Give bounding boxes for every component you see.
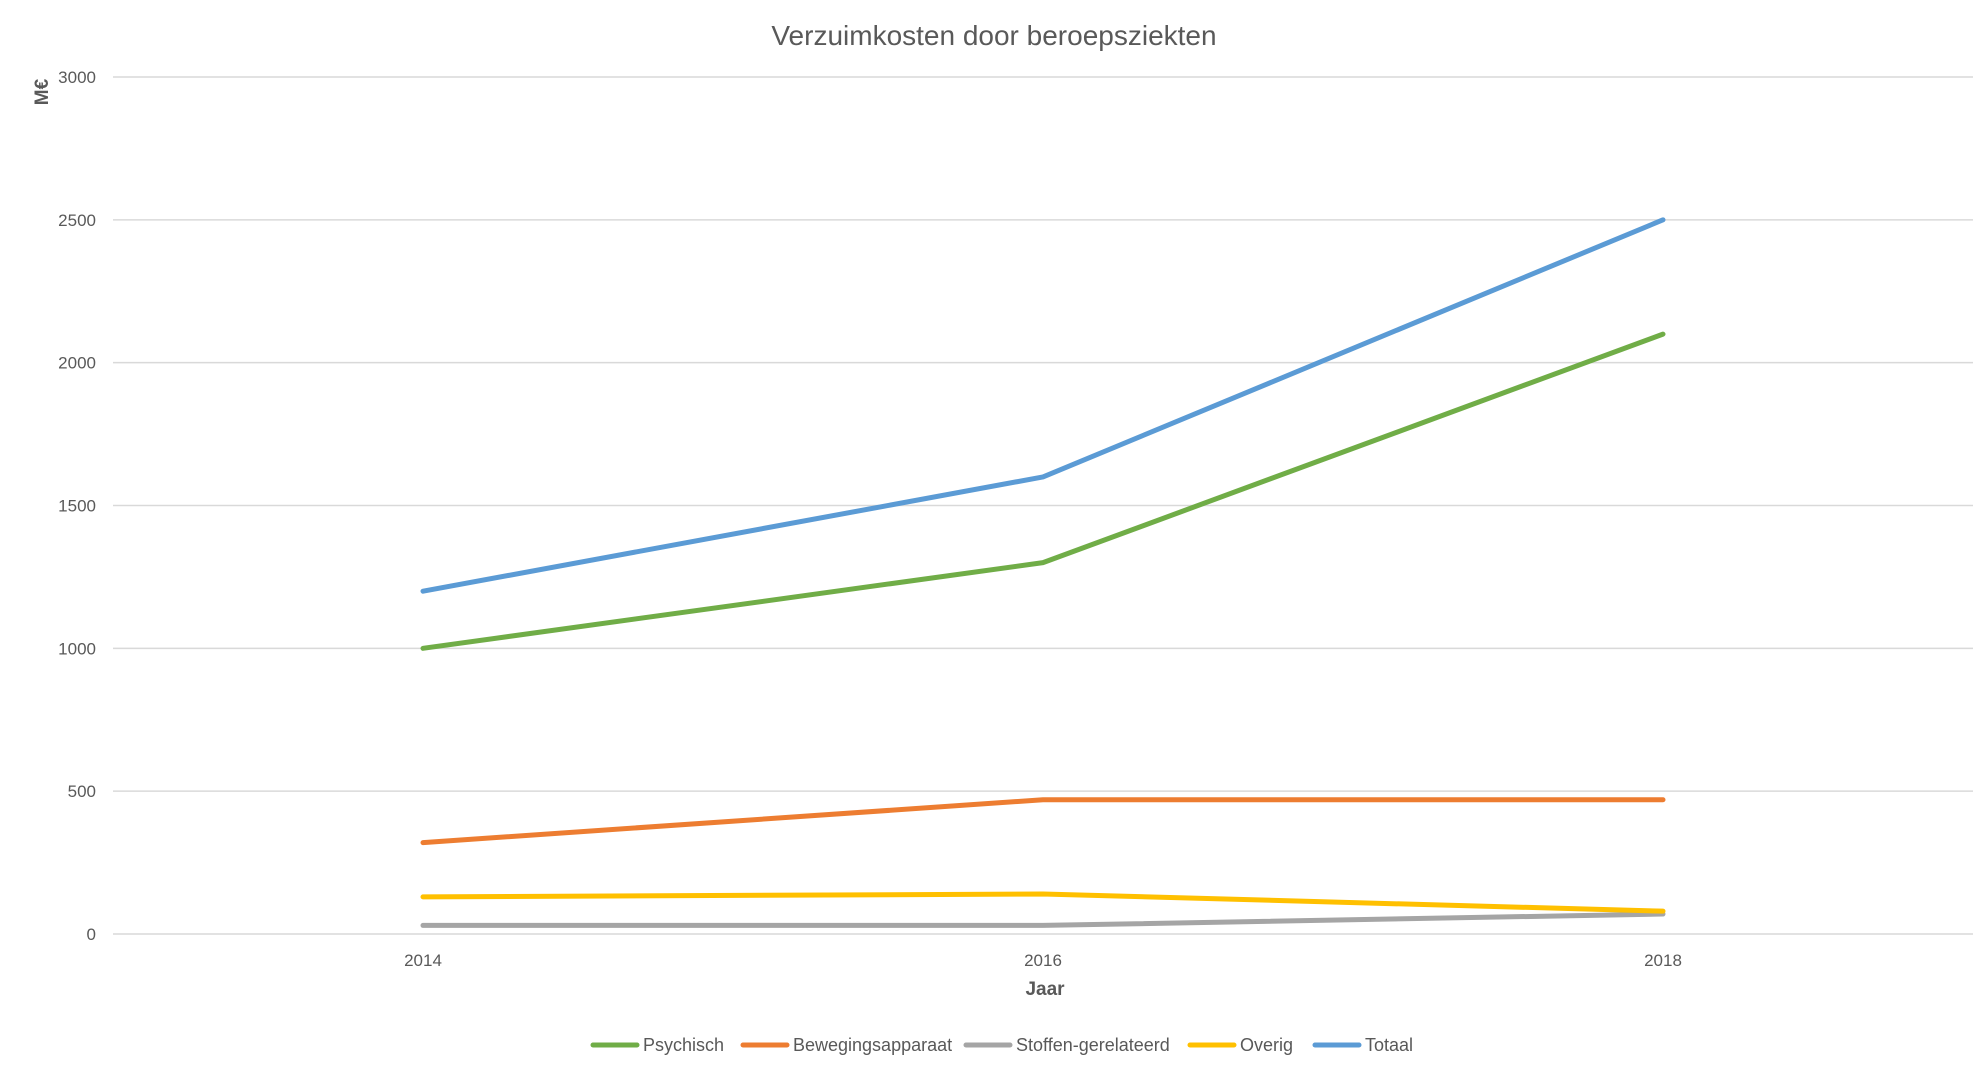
y-tick-label: 500 — [68, 782, 96, 801]
x-axis-title: Jaar — [1025, 979, 1065, 1000]
x-tick-label: 2018 — [1644, 951, 1682, 970]
legend-label: Psychisch — [643, 1035, 724, 1055]
x-tick-label: 2014 — [404, 951, 442, 970]
legend-label: Overig — [1240, 1035, 1293, 1055]
series-line-stoffen-gerelateerd — [420, 911, 1666, 928]
y-tick-label: 0 — [87, 925, 96, 944]
legend-label: Totaal — [1365, 1035, 1413, 1055]
series-line-totaal — [420, 217, 1666, 594]
y-tick-label: 1000 — [58, 639, 96, 658]
legend-label: Stoffen-gerelateerd — [1016, 1035, 1170, 1055]
y-tick-label: 2500 — [58, 211, 96, 230]
y-axis-ticks: 0 500 1000 1500 2000 2500 3000 — [58, 68, 96, 944]
series-line-overig — [420, 891, 1666, 914]
x-axis-ticks: 2014 2016 2018 — [404, 951, 1682, 970]
series-line-bewegingsapparaat — [420, 797, 1666, 846]
gridlines — [113, 76, 1973, 935]
series-lines — [420, 217, 1666, 928]
legend: Psychisch Bewegingsapparaat Stoffen-gerela… — [590, 1035, 1413, 1055]
series-line-psychisch — [420, 331, 1666, 651]
y-axis-title: M€ — [32, 78, 53, 105]
x-tick-label: 2016 — [1024, 951, 1062, 970]
chart-title: Verzuimkosten door beroepsziekten — [771, 20, 1216, 51]
y-tick-label: 1500 — [58, 497, 96, 516]
y-tick-label: 3000 — [58, 68, 96, 87]
legend-label: Bewegingsapparaat — [793, 1035, 952, 1055]
y-tick-label: 2000 — [58, 354, 96, 373]
